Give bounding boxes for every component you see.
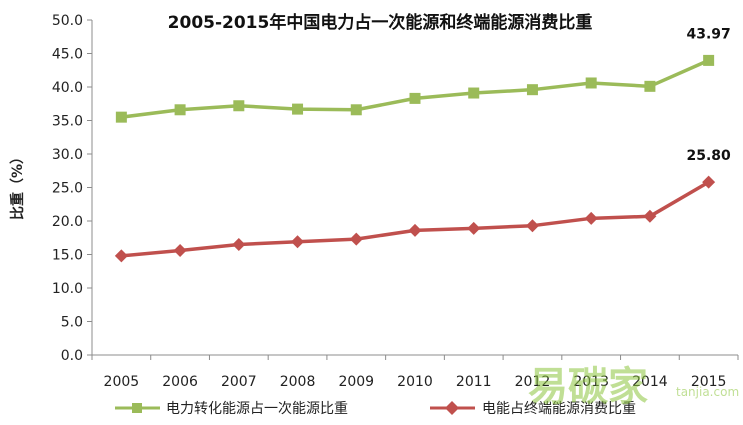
- x-tick-label: 2005: [104, 374, 140, 390]
- y-tick-label: 40.0: [52, 80, 83, 96]
- data-point-square: [233, 100, 245, 112]
- data-point-square: [585, 77, 597, 89]
- data-point-diamond: [467, 221, 481, 235]
- data-labels: 43.97 25.80: [686, 26, 731, 164]
- watermark-domain: tanjia.com: [676, 385, 739, 399]
- x-tick-label: 2007: [221, 374, 257, 390]
- y-tick-label: 15.0: [52, 248, 83, 264]
- x-tick-label: 2010: [397, 374, 433, 390]
- y-tick-label: 25.0: [52, 181, 83, 197]
- data-label-0: 43.97: [686, 26, 730, 42]
- data-point-diamond: [584, 211, 598, 225]
- legend-item-final-consumption: 电能占终端能源消费比重: [430, 401, 636, 417]
- data-point-diamond: [349, 232, 363, 246]
- data-point-square: [468, 87, 480, 99]
- series-layer: [114, 54, 716, 263]
- y-tick-label: 50.0: [52, 13, 83, 29]
- legend-marker-diamond: [445, 401, 459, 415]
- legend-marker-square: [132, 403, 142, 413]
- x-tick-label: 2009: [338, 374, 374, 390]
- y-tick-label: 10.0: [52, 281, 83, 297]
- data-point-square: [526, 84, 538, 96]
- legend-label-primary-energy: 电力转化能源占一次能源比重: [166, 401, 348, 417]
- x-tick-label: 2008: [280, 374, 316, 390]
- y-tick-label: 35.0: [52, 114, 83, 130]
- data-point-square: [703, 54, 715, 66]
- y-axis-ticks: 0.0 5.0 10.0 15.0 20.0 25.0 30.0 35.0 40.0 45.0 50…: [52, 13, 92, 364]
- data-point-diamond: [643, 209, 657, 223]
- data-point-diamond: [173, 243, 187, 257]
- y-tick-label: 0.0: [61, 348, 83, 364]
- data-point-square: [350, 104, 362, 116]
- data-point-square: [292, 103, 304, 115]
- data-point-square: [115, 111, 127, 123]
- x-tick-label: 2013: [573, 374, 609, 390]
- series-line-0: [121, 58, 710, 119]
- x-tick-label: 2011: [456, 374, 492, 390]
- data-point-diamond: [525, 219, 539, 233]
- x-tick-label: 2012: [515, 374, 551, 390]
- data-label-1: 25.80: [686, 148, 731, 164]
- x-axis-ticks: 2005 2006 2007 2008 2009 2010 2011 2012 2013 2014…: [91, 355, 739, 390]
- series-line-1: [121, 180, 710, 258]
- x-tick-label: 2006: [162, 374, 198, 390]
- chart-title: 2005-2015年中国电力占一次能源和终端能源消费比重: [168, 12, 593, 33]
- data-point-diamond: [408, 223, 422, 237]
- x-tick-label: 2015: [691, 374, 727, 390]
- data-point-square: [409, 92, 421, 104]
- data-point-square: [644, 80, 656, 92]
- x-tick-label: 2014: [632, 374, 668, 390]
- y-axis-label: 比重（%）: [9, 150, 26, 220]
- y-tick-label: 30.0: [52, 147, 83, 163]
- data-point-diamond: [702, 175, 716, 189]
- watermark-logo: 易碳家 tanjia.com: [528, 364, 739, 410]
- legend-item-primary-energy: 电力转化能源占一次能源比重: [115, 401, 348, 417]
- data-point-diamond: [232, 237, 246, 251]
- data-point-diamond: [114, 249, 128, 263]
- y-tick-label: 20.0: [52, 214, 83, 230]
- y-tick-label: 45.0: [52, 47, 83, 63]
- data-point-square: [174, 104, 186, 116]
- data-point-diamond: [291, 235, 305, 249]
- legend: 电力转化能源占一次能源比重 电能占终端能源消费比重: [115, 401, 636, 417]
- y-tick-label: 5.0: [61, 315, 83, 331]
- watermark-text: 易碳家: [528, 364, 648, 410]
- legend-label-final-consumption: 电能占终端能源消费比重: [482, 401, 636, 417]
